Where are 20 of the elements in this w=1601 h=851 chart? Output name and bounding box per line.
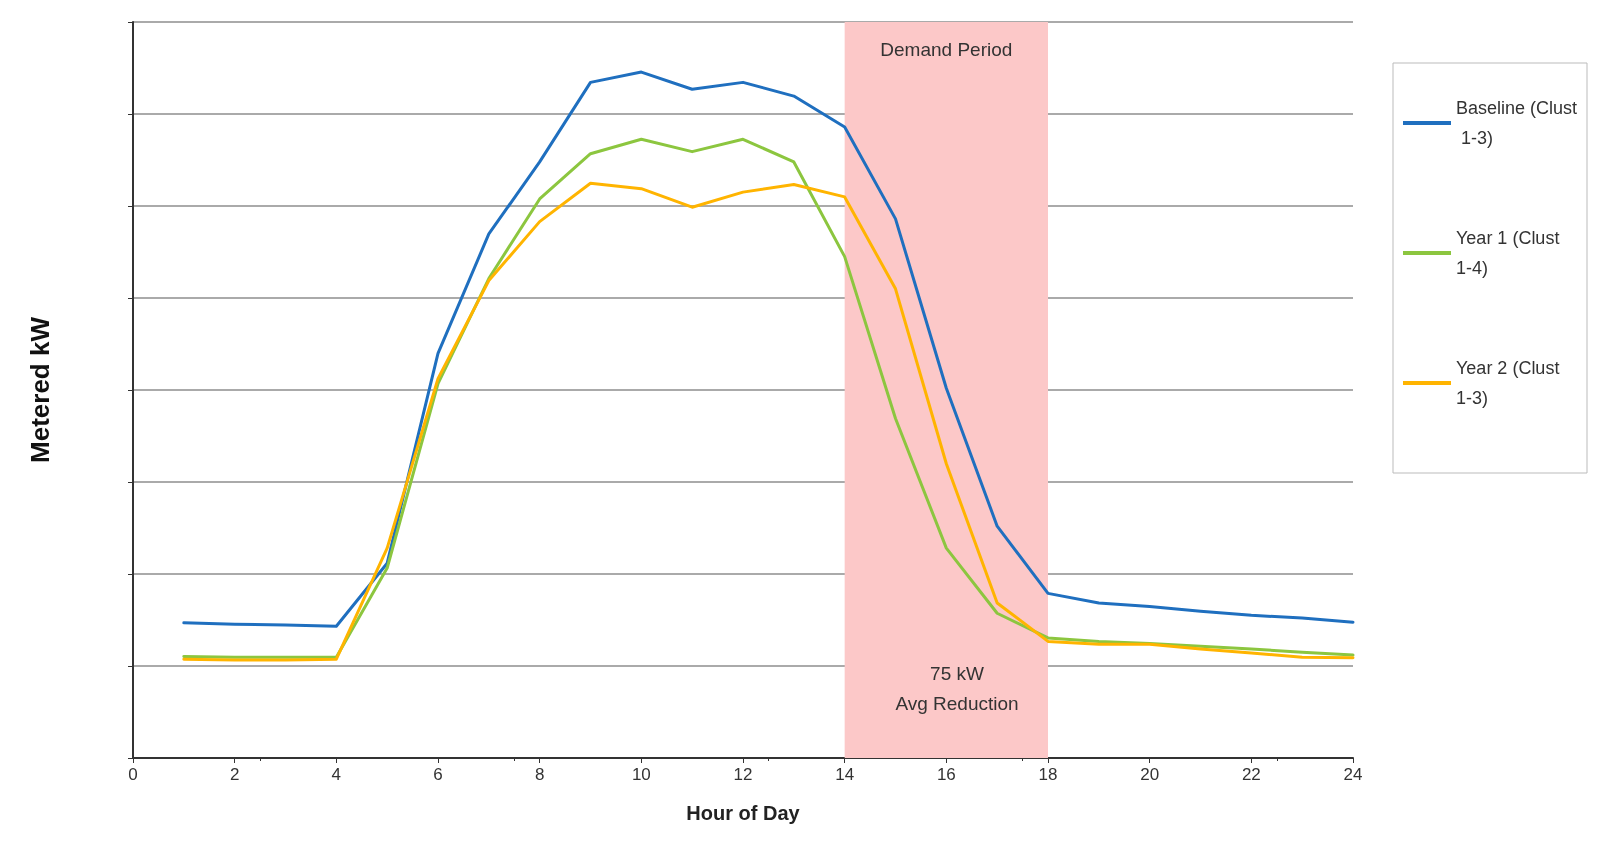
x-tick-label: 20 — [1140, 765, 1160, 784]
x-tick-label: 16 — [936, 765, 956, 784]
x-tick-label: 4 — [331, 765, 342, 784]
x-axis-title: Hour of Day — [686, 802, 801, 824]
x-tick-label: 10 — [631, 765, 651, 784]
x-tick-label: 24 — [1343, 765, 1363, 784]
annotation: 75 kW Avg Reduction — [895, 662, 1019, 714]
x-tick-label: 2 — [229, 765, 240, 784]
x-tick-label: 18 — [1038, 765, 1058, 784]
band-label: Demand Period — [880, 39, 1013, 60]
x-tick-label: 8 — [534, 765, 545, 784]
y-axis-title: Metered kW — [25, 316, 55, 463]
legend-label: Year 1 (Clust 1-4) — [1456, 228, 1565, 278]
x-tick-label: 0 — [128, 765, 138, 784]
x-tick-label: 6 — [433, 765, 443, 784]
legend-label: Baseline (Clust 1-3) — [1456, 98, 1578, 148]
x-tick-label: 12 — [733, 765, 753, 784]
legend-label: Year 2 (Clust 1-3) — [1456, 358, 1565, 408]
x-tick-label: 22 — [1241, 765, 1261, 784]
x-tick-label: 14 — [835, 765, 855, 784]
